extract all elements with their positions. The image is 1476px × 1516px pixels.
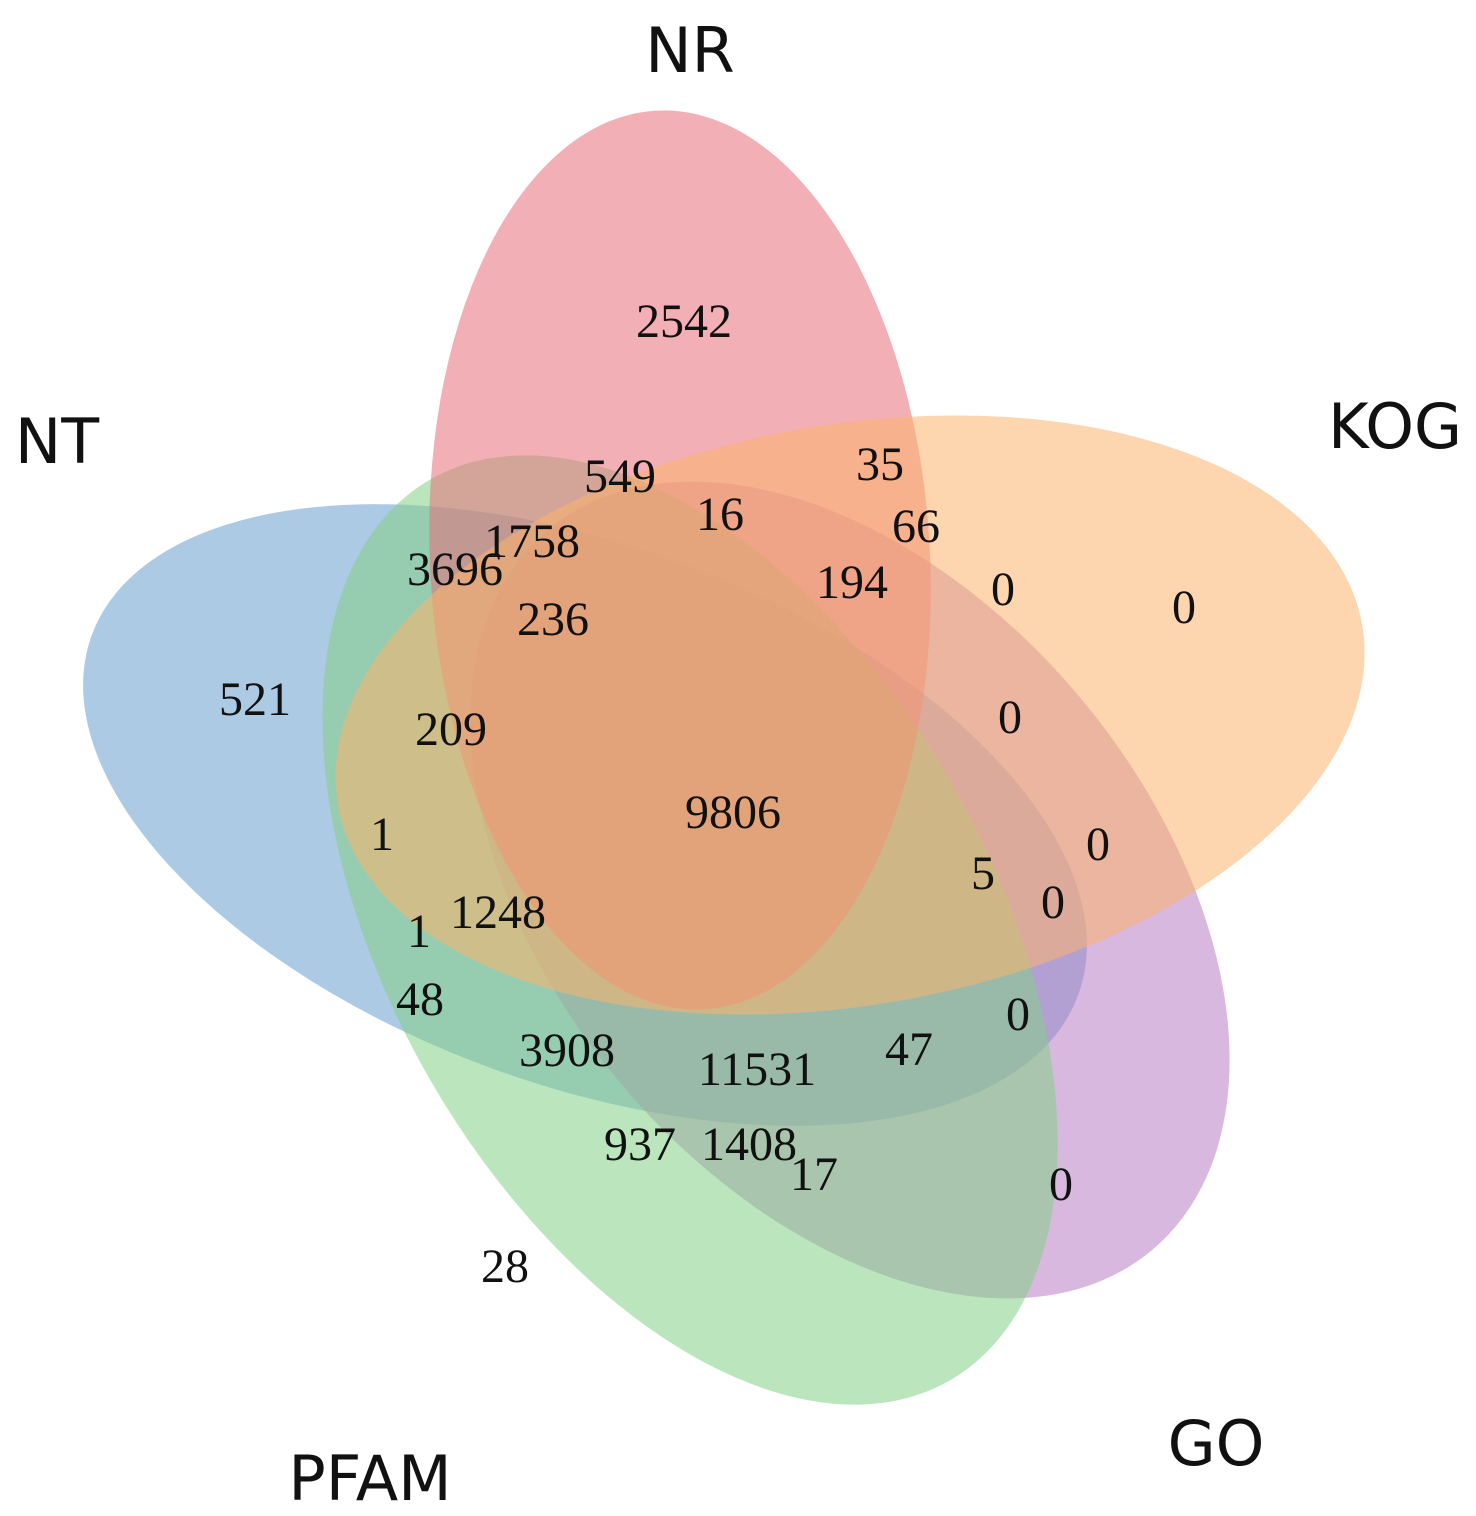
count-1758: 1758 [484,515,580,568]
count-1a: 1 [370,808,394,861]
set-label-nt: NT [15,405,100,478]
set-label-nr: NR [645,14,734,87]
count-center: 9806 [685,786,781,839]
count-937: 937 [604,1118,676,1171]
count-66: 66 [892,500,940,553]
count-3696: 3696 [407,543,503,596]
count-17: 17 [790,1148,838,1201]
count-35: 35 [856,438,904,491]
count-go-only: 0 [1049,1158,1073,1211]
count-16: 16 [696,488,744,541]
count-194: 194 [816,556,888,609]
count-pfam-only: 28 [481,1240,529,1293]
count-0d: 0 [1041,876,1065,929]
count-5: 5 [971,847,995,900]
set-label-kog: KOG [1328,390,1462,463]
count-549: 549 [584,450,656,503]
count-0e: 0 [1006,988,1030,1041]
count-48: 48 [396,973,444,1026]
set-label-pfam: PFAM [288,1442,451,1515]
count-0a: 0 [991,563,1015,616]
count-1248: 1248 [450,886,546,939]
count-3908: 3908 [519,1024,615,1077]
set-label-go: GO [1168,1407,1265,1480]
count-nt-only: 521 [219,673,291,726]
count-0c: 0 [1086,818,1110,871]
count-0b: 0 [998,691,1022,744]
count-nr-only: 2542 [636,295,732,348]
count-kog-only: 0 [1172,581,1196,634]
count-209: 209 [415,703,487,756]
count-1408: 1408 [701,1118,797,1171]
ellipse-group [83,110,1365,1405]
count-11531: 11531 [698,1043,816,1096]
count-236: 236 [517,593,589,646]
count-47: 47 [885,1023,933,1076]
count-1b: 1 [407,905,431,958]
set-ellipse-kog [335,415,1365,1015]
